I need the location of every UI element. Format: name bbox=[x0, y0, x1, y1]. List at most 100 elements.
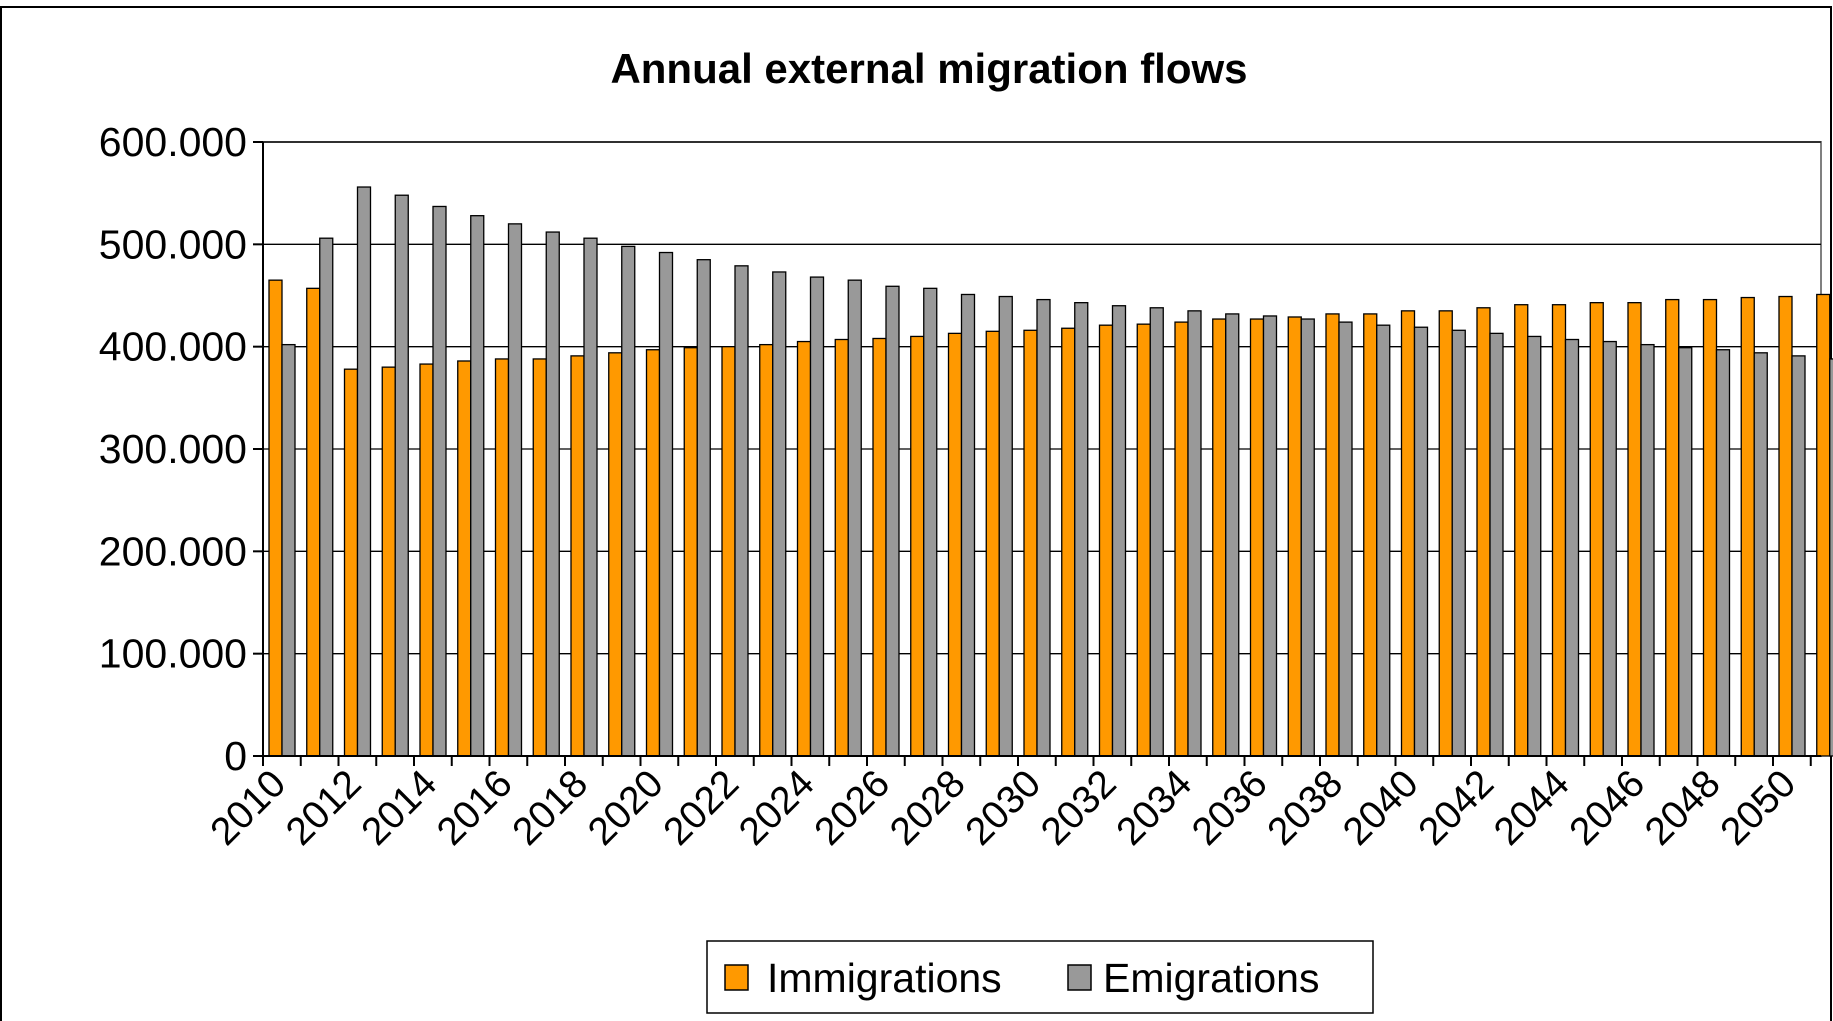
bar-emigrations-2012 bbox=[356, 186, 372, 757]
bar-emigrations-2017 bbox=[545, 231, 560, 757]
bar-emigrations-2044 bbox=[1564, 338, 1580, 757]
bar-emigrations-2025 bbox=[847, 279, 862, 757]
bar-immigrations-2040 bbox=[1400, 310, 1416, 757]
y-tick-label: 300.000 bbox=[99, 426, 247, 472]
bar-immigrations-2015 bbox=[457, 360, 472, 757]
legend-label-emigrations: Emigrations bbox=[1103, 955, 1319, 1001]
bar-immigrations-2033 bbox=[1136, 323, 1151, 757]
bar-emigrations-2028 bbox=[960, 293, 976, 757]
bar-immigrations-2045 bbox=[1589, 302, 1604, 757]
bar-emigrations-2038 bbox=[1338, 321, 1353, 757]
bar-emigrations-2047 bbox=[1678, 347, 1693, 757]
bar-immigrations-2032 bbox=[1098, 324, 1114, 757]
bar-immigrations-2031 bbox=[1061, 327, 1076, 757]
bar-emigrations-2014 bbox=[432, 205, 447, 757]
bar-emigrations-2034 bbox=[1187, 310, 1202, 757]
bar-emigrations-2043 bbox=[1527, 335, 1542, 757]
bar-immigrations-2036 bbox=[1249, 318, 1265, 757]
bar-immigrations-2020 bbox=[645, 349, 661, 757]
bar-immigrations-2041 bbox=[1438, 310, 1453, 757]
bar-emigrations-2027 bbox=[923, 287, 938, 757]
bar-emigrations-2029 bbox=[998, 295, 1013, 757]
bar-emigrations-2037 bbox=[1300, 318, 1315, 757]
bar-immigrations-2030 bbox=[1023, 329, 1038, 757]
bar-immigrations-2011 bbox=[306, 287, 321, 757]
bar-immigrations-2034 bbox=[1174, 321, 1189, 757]
bar-emigrations-2010 bbox=[281, 343, 296, 757]
bar-immigrations-2026 bbox=[872, 337, 887, 757]
bar-emigrations-2019 bbox=[621, 245, 636, 757]
y-tick-label: 400.000 bbox=[99, 324, 247, 370]
bar-immigrations-2022 bbox=[721, 346, 736, 757]
bar-emigrations-2018 bbox=[583, 237, 598, 757]
bar-emigrations-2049 bbox=[1753, 352, 1768, 757]
bar-immigrations-2016 bbox=[494, 358, 510, 757]
bar-immigrations-2035 bbox=[1212, 318, 1227, 757]
bar-immigrations-2049 bbox=[1740, 296, 1755, 757]
bar-emigrations-2042 bbox=[1489, 332, 1504, 757]
legend: Immigrations Emigrations bbox=[706, 940, 1374, 1014]
bar-immigrations-2023 bbox=[759, 343, 774, 757]
bars bbox=[268, 186, 1833, 757]
bar-emigrations-2033 bbox=[1149, 307, 1164, 757]
chart-title: Annual external migration flows bbox=[610, 45, 1247, 92]
bar-emigrations-2032 bbox=[1111, 305, 1127, 757]
bar-immigrations-2046 bbox=[1627, 302, 1642, 757]
bar-immigrations-2043 bbox=[1514, 304, 1529, 757]
bar-emigrations-2040 bbox=[1413, 326, 1429, 757]
legend-swatch-emigrations bbox=[1067, 964, 1092, 991]
bar-immigrations-2039 bbox=[1363, 313, 1378, 757]
bar-emigrations-2023 bbox=[772, 271, 787, 757]
legend-box bbox=[706, 940, 1374, 1014]
bar-immigrations-2027 bbox=[910, 335, 925, 757]
bar-emigrations-2015 bbox=[470, 215, 485, 757]
bar-emigrations-2048 bbox=[1715, 349, 1731, 757]
bar-emigrations-2030 bbox=[1036, 298, 1051, 757]
bar-emigrations-2020 bbox=[658, 251, 674, 757]
bar-immigrations-2025 bbox=[834, 338, 849, 757]
bar-immigrations-2019 bbox=[608, 352, 623, 757]
y-tick-label: 200.000 bbox=[99, 528, 247, 574]
bar-immigrations-2021 bbox=[683, 347, 698, 757]
bar-immigrations-2044 bbox=[1551, 304, 1567, 757]
bar-immigrations-2050 bbox=[1778, 295, 1793, 757]
bar-emigrations-2016 bbox=[507, 223, 523, 757]
bar-emigrations-2026 bbox=[885, 285, 900, 757]
y-tick-label: 100.000 bbox=[99, 631, 247, 677]
y-tick-label: 500.000 bbox=[99, 221, 247, 267]
y-tick-label: 600.000 bbox=[99, 119, 247, 165]
bar-immigrations-2018 bbox=[570, 355, 585, 757]
bar-immigrations-2047 bbox=[1665, 298, 1680, 757]
legend-label-immigrations: Immigrations bbox=[767, 955, 1002, 1001]
y-axis-ticks: 0 100.000 200.000 300.000 400.000 500.000 600.… bbox=[99, 119, 263, 779]
bar-immigrations-2048 bbox=[1702, 298, 1718, 757]
bar-emigrations-2024 bbox=[809, 276, 825, 757]
bar-emigrations-2036 bbox=[1262, 315, 1278, 757]
bar-immigrations-2024 bbox=[796, 340, 812, 757]
bar-emigrations-2039 bbox=[1376, 324, 1391, 757]
bar-emigrations-2046 bbox=[1640, 343, 1655, 757]
bar-immigrations-2042 bbox=[1476, 307, 1491, 757]
bar-emigrations-2035 bbox=[1225, 313, 1240, 757]
bar-emigrations-2031 bbox=[1074, 302, 1089, 757]
bar-immigrations-2013 bbox=[381, 366, 396, 757]
bar-immigrations-2037 bbox=[1287, 316, 1302, 757]
bar-immigrations-2017 bbox=[532, 358, 547, 757]
bar-emigrations-2050 bbox=[1791, 355, 1806, 757]
bar-emigrations-2021 bbox=[696, 259, 711, 757]
legend-swatch-immigrations bbox=[724, 964, 749, 991]
bar-emigrations-2051 bbox=[1829, 358, 1833, 757]
bar-immigrations-2028 bbox=[947, 332, 963, 757]
bar-emigrations-2013 bbox=[394, 194, 409, 757]
bar-emigrations-2011 bbox=[319, 237, 334, 757]
bar-immigrations-2029 bbox=[985, 330, 1000, 757]
bar-immigrations-2038 bbox=[1325, 313, 1340, 757]
bar-immigrations-2014 bbox=[419, 363, 434, 757]
bar-immigrations-2010 bbox=[268, 279, 283, 757]
y-tick-label: 0 bbox=[224, 733, 247, 779]
bar-immigrations-2051 bbox=[1816, 293, 1831, 757]
bar-emigrations-2041 bbox=[1451, 329, 1466, 757]
bar-emigrations-2045 bbox=[1602, 340, 1617, 757]
bar-emigrations-2022 bbox=[734, 265, 749, 757]
